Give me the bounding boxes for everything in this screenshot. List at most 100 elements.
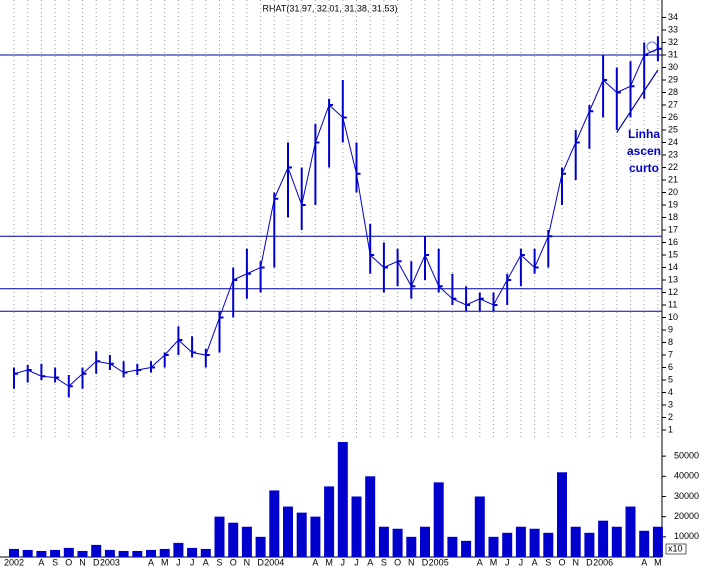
y-tick-label: 26 xyxy=(668,112,678,122)
x-tick-label: D xyxy=(422,557,429,567)
trendline xyxy=(616,69,659,133)
x-tick-label: J xyxy=(341,557,346,567)
y-tick-label: 19 xyxy=(668,199,678,209)
x-tick-label: O xyxy=(394,557,401,567)
volume-bar xyxy=(50,549,61,557)
y-tick-label: 15 xyxy=(668,249,678,259)
volume-bar xyxy=(324,486,335,557)
volume-tick-label: 40000 xyxy=(674,471,699,481)
x-tick-label: A xyxy=(203,557,209,567)
y-tick-label: 18 xyxy=(668,212,678,222)
volume-bar xyxy=(228,522,239,557)
volume-bar xyxy=(146,549,156,557)
volume-bar xyxy=(584,532,595,557)
close-line xyxy=(13,48,659,387)
volume-tick-label: 10000 xyxy=(674,531,699,541)
y-tick-label: 17 xyxy=(668,224,678,234)
volume-bar xyxy=(420,526,430,557)
y-tick-label: 28 xyxy=(668,87,678,97)
volume-bar xyxy=(570,526,581,557)
volume-tick-label: 30000 xyxy=(674,491,699,501)
volume-bar xyxy=(337,442,348,557)
x-tick-label: A xyxy=(367,557,373,567)
x-tick-label: M xyxy=(490,557,498,567)
y-tick-label: 20 xyxy=(668,187,678,197)
volume-bar xyxy=(173,542,184,557)
x-tick-label: J xyxy=(354,557,359,567)
y-tick-label: 33 xyxy=(668,24,678,34)
y-tick-label: 16 xyxy=(668,237,678,247)
volume-bar xyxy=(502,532,513,557)
volume-bar xyxy=(22,549,33,557)
y-tick-label: 11 xyxy=(668,299,677,309)
y-tick-label: 6 xyxy=(668,362,673,372)
y-tick-label: 24 xyxy=(668,137,678,147)
x-tick-label: A xyxy=(38,557,44,567)
volume-bar xyxy=(77,550,88,557)
x-tick-label: O xyxy=(230,557,237,567)
x-tick-label: N xyxy=(79,557,86,567)
x-tick-label: M xyxy=(325,557,333,567)
volume-bar xyxy=(378,526,389,557)
volume-bar xyxy=(488,536,499,557)
volume-bar xyxy=(392,528,403,557)
volume-bar xyxy=(36,550,47,557)
y-tick-label: 29 xyxy=(668,74,678,84)
y-tick-label: 30 xyxy=(668,62,678,72)
volume-bar xyxy=(187,547,198,557)
y-tick-label: 3 xyxy=(668,399,673,409)
x-tick-label: 2004 xyxy=(264,557,284,567)
x-tick-label: S xyxy=(381,557,387,567)
y-tick-label: 27 xyxy=(668,99,678,109)
y-tick-label: 32 xyxy=(668,37,678,47)
x-tick-label: N xyxy=(408,557,415,567)
y-tick-label: 4 xyxy=(668,387,673,397)
y-tick-label: 14 xyxy=(668,262,678,272)
volume-bar xyxy=(104,549,115,557)
y-tick-label: 2 xyxy=(668,412,673,422)
x-tick-label: O xyxy=(558,557,565,567)
x-tick-label: J xyxy=(505,557,510,567)
x-tick-label: A xyxy=(641,557,647,567)
y-tick-label: 7 xyxy=(668,349,673,359)
x-tick-label: J xyxy=(176,557,181,567)
x-tick-label: N xyxy=(572,557,579,567)
x-tick-label: S xyxy=(52,557,58,567)
volume-bar xyxy=(255,536,266,557)
y-tick-label: 23 xyxy=(668,149,678,159)
x-tick-label: D xyxy=(93,557,100,567)
volume-tick-label: 50000 xyxy=(674,451,699,461)
x-tick-label: 2006 xyxy=(593,557,613,567)
volume-bar xyxy=(625,506,636,557)
x-tick-label: N xyxy=(244,557,251,567)
annotation: ascen xyxy=(627,144,661,158)
x-tick-label: A xyxy=(312,557,318,567)
volume-bar xyxy=(433,482,444,557)
y-tick-label: 22 xyxy=(668,162,678,172)
volume-bar xyxy=(611,526,622,557)
y-tick-label: 12 xyxy=(668,287,678,297)
y-tick-label: 8 xyxy=(668,337,673,347)
x-tick-label: D xyxy=(586,557,593,567)
x-tick-label: J xyxy=(190,557,195,567)
y-tick-label: 21 xyxy=(668,174,678,184)
x-tick-label: A xyxy=(148,557,154,567)
volume-bar xyxy=(241,526,252,557)
x-tick-label: O xyxy=(65,557,72,567)
y-tick-label: 10 xyxy=(668,312,678,322)
x-tick-label: S xyxy=(545,557,551,567)
x-tick-label: D xyxy=(257,557,264,567)
volume-tick-label: 20000 xyxy=(674,511,699,521)
x-tick-label: 2002 xyxy=(4,557,24,567)
y-tick-label: 31 xyxy=(668,49,678,59)
x-tick-label: A xyxy=(532,557,538,567)
volume-bar xyxy=(461,540,472,557)
y-tick-label: 13 xyxy=(668,274,678,284)
volume-bar xyxy=(132,550,143,557)
x-tick-label: M xyxy=(161,557,169,567)
volume-bar xyxy=(214,516,225,557)
x-tick-label: 2003 xyxy=(100,557,120,567)
scale-box xyxy=(665,543,687,555)
y-tick-label: 5 xyxy=(668,374,673,384)
